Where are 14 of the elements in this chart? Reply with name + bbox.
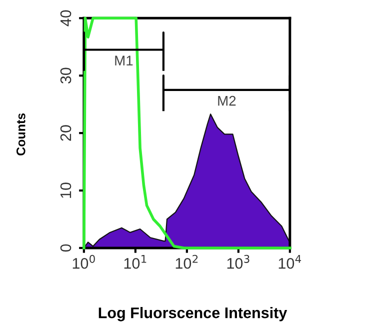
x-tick-label: 10$^{3}$ <box>227 254 250 269</box>
x-tick-label: 10$^{0}$ <box>72 254 95 269</box>
series-label: M2 <box>218 96 236 106</box>
x-tick-label: 10$^{4}$ <box>278 255 302 269</box>
x-tick-label: 10$^{2}$ <box>176 254 198 269</box>
y-tick-label: 0 <box>60 244 72 252</box>
y-tick-label: 20 <box>60 125 72 141</box>
series-label: M1 <box>115 56 133 66</box>
y-tick-label: 40 <box>60 10 72 26</box>
y-axis-title: Counts <box>16 113 26 156</box>
y-tick-label: 30 <box>60 68 72 84</box>
x-axis-title: Log Fluorscence Intensity <box>98 307 288 322</box>
y-tick-label: 10 <box>60 182 72 198</box>
x-tick-label: 10$^{1}$ <box>124 255 146 269</box>
